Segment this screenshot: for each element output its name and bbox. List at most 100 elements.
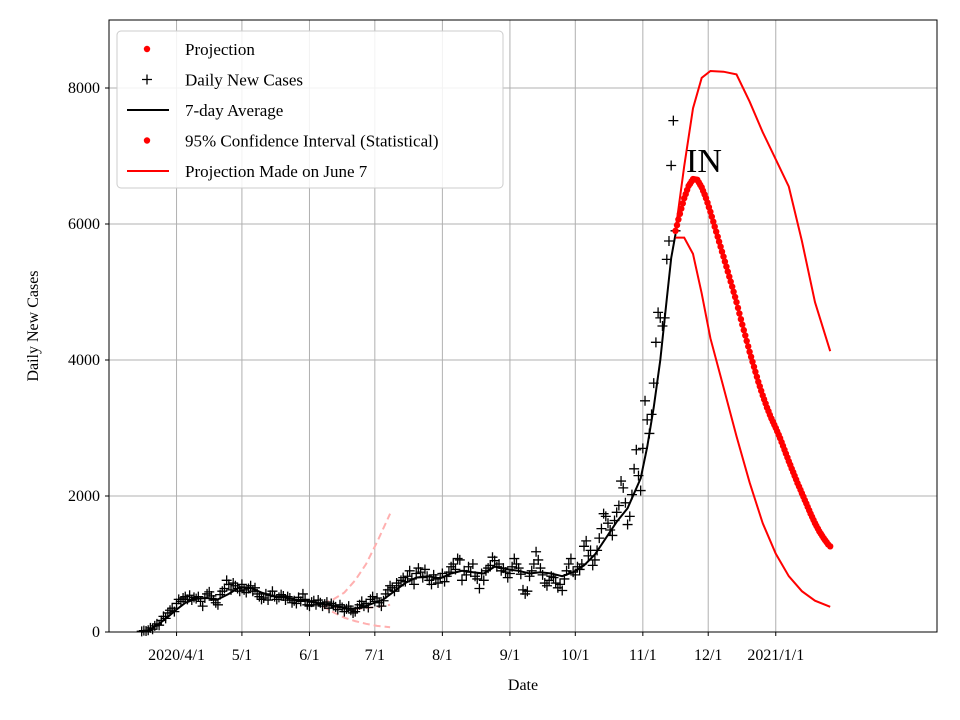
ci-lower-line xyxy=(675,236,831,608)
case-marker xyxy=(409,579,420,590)
x-tick-label: 7/1 xyxy=(365,647,385,664)
case-marker xyxy=(478,575,489,586)
case-marker xyxy=(197,601,208,612)
case-marker xyxy=(587,560,598,571)
projection-dot xyxy=(736,310,743,317)
projection-dot xyxy=(750,363,758,370)
projection-dot xyxy=(739,321,746,328)
case-marker xyxy=(602,518,613,529)
case-marker xyxy=(173,594,184,605)
legend-label: 7-day Average xyxy=(185,101,283,120)
case-marker xyxy=(267,586,278,597)
projection-dot xyxy=(718,248,726,255)
case-marker xyxy=(419,564,430,575)
projection-dot xyxy=(730,288,737,295)
case-marker xyxy=(356,596,367,607)
projection-dot xyxy=(672,227,679,234)
x-tick-label: 5/1 xyxy=(232,647,252,664)
plot-frame xyxy=(108,19,938,633)
case-marker xyxy=(456,575,467,586)
case-marker xyxy=(343,601,354,612)
projection-dot xyxy=(710,218,717,225)
case-marker xyxy=(304,601,315,612)
case-marker xyxy=(657,321,668,331)
projection-dot xyxy=(679,200,686,207)
projection-dot xyxy=(740,326,747,334)
projection-dot xyxy=(673,221,681,229)
case-marker xyxy=(472,573,483,584)
x-tick-label: 10/1 xyxy=(561,647,589,664)
projection-dot xyxy=(724,268,731,275)
ci-upper-line xyxy=(674,69,832,352)
projection-dot xyxy=(715,238,723,245)
case-marker xyxy=(528,559,539,569)
legend-dot-marker xyxy=(143,45,151,53)
case-marker xyxy=(212,599,223,610)
case-marker xyxy=(509,553,520,564)
x-tick-label: 6/1 xyxy=(299,647,319,664)
legend-item: Daily New Cases xyxy=(142,71,303,90)
case-marker xyxy=(439,576,450,587)
projection-dot xyxy=(733,299,740,306)
case-marker xyxy=(541,580,552,591)
projection-dot xyxy=(713,228,720,235)
projection-dot xyxy=(742,332,749,339)
case-marker xyxy=(426,579,437,590)
case-marker xyxy=(297,588,308,599)
y-tick-label: 6000 xyxy=(68,216,100,233)
case-marker xyxy=(531,546,542,557)
case-marker xyxy=(596,523,607,534)
y-tick-label: 4000 xyxy=(68,352,100,369)
legend: Projection Daily New Cases 7-day Average 95… xyxy=(116,30,504,189)
case-marker xyxy=(165,605,176,616)
projection-dot xyxy=(717,243,724,250)
case-marker xyxy=(511,559,522,569)
legend-label: Daily New Cases xyxy=(185,71,303,90)
projection-dot xyxy=(708,213,715,220)
case-marker xyxy=(245,580,256,591)
projection-dot xyxy=(746,348,753,355)
case-marker xyxy=(184,590,195,601)
case-marker xyxy=(640,395,651,406)
case-marker xyxy=(555,579,566,590)
case-marker xyxy=(629,463,640,474)
case-marker xyxy=(467,559,478,569)
case-marker xyxy=(221,575,232,586)
june-projection-upper xyxy=(322,513,392,605)
x-tick-label: 2021/1/1 xyxy=(747,647,804,664)
projection-dot xyxy=(731,293,739,301)
y-axis: 0 2000 4000 6000 8000 xyxy=(68,80,109,641)
projection-dot xyxy=(737,316,745,323)
case-marker xyxy=(518,584,528,595)
case-marker xyxy=(550,578,561,589)
annotation-label: IN xyxy=(686,143,722,180)
case-marker xyxy=(317,601,328,612)
case-marker xyxy=(223,579,234,590)
projection-dot xyxy=(678,205,685,212)
case-marker xyxy=(579,541,590,552)
case-marker xyxy=(635,485,646,496)
case-marker xyxy=(311,599,321,610)
case-marker xyxy=(502,572,513,583)
case-marker xyxy=(618,482,629,493)
legend-label: Projection xyxy=(185,40,255,59)
x-axis: 2020/4/1 5/1 6/1 7/1 8/1 9/1 10/1 11/1 12/1 2021/… xyxy=(148,632,804,664)
case-marker xyxy=(193,591,204,602)
legend-item: 7-day Average xyxy=(127,101,283,120)
case-marker xyxy=(448,559,459,569)
projection-dot xyxy=(711,223,718,230)
case-marker xyxy=(258,593,269,603)
projection-dot xyxy=(720,253,727,260)
case-marker xyxy=(533,554,544,565)
legend-box xyxy=(116,30,504,189)
case-marker xyxy=(385,580,396,591)
case-marker xyxy=(583,550,594,561)
projection-dot xyxy=(676,210,684,217)
case-marker xyxy=(398,572,409,583)
case-marker xyxy=(624,511,635,522)
x-tick-label: 8/1 xyxy=(432,647,452,664)
projection-dot xyxy=(726,273,733,280)
projection xyxy=(672,175,834,550)
x-tick-label: 11/1 xyxy=(629,647,657,664)
